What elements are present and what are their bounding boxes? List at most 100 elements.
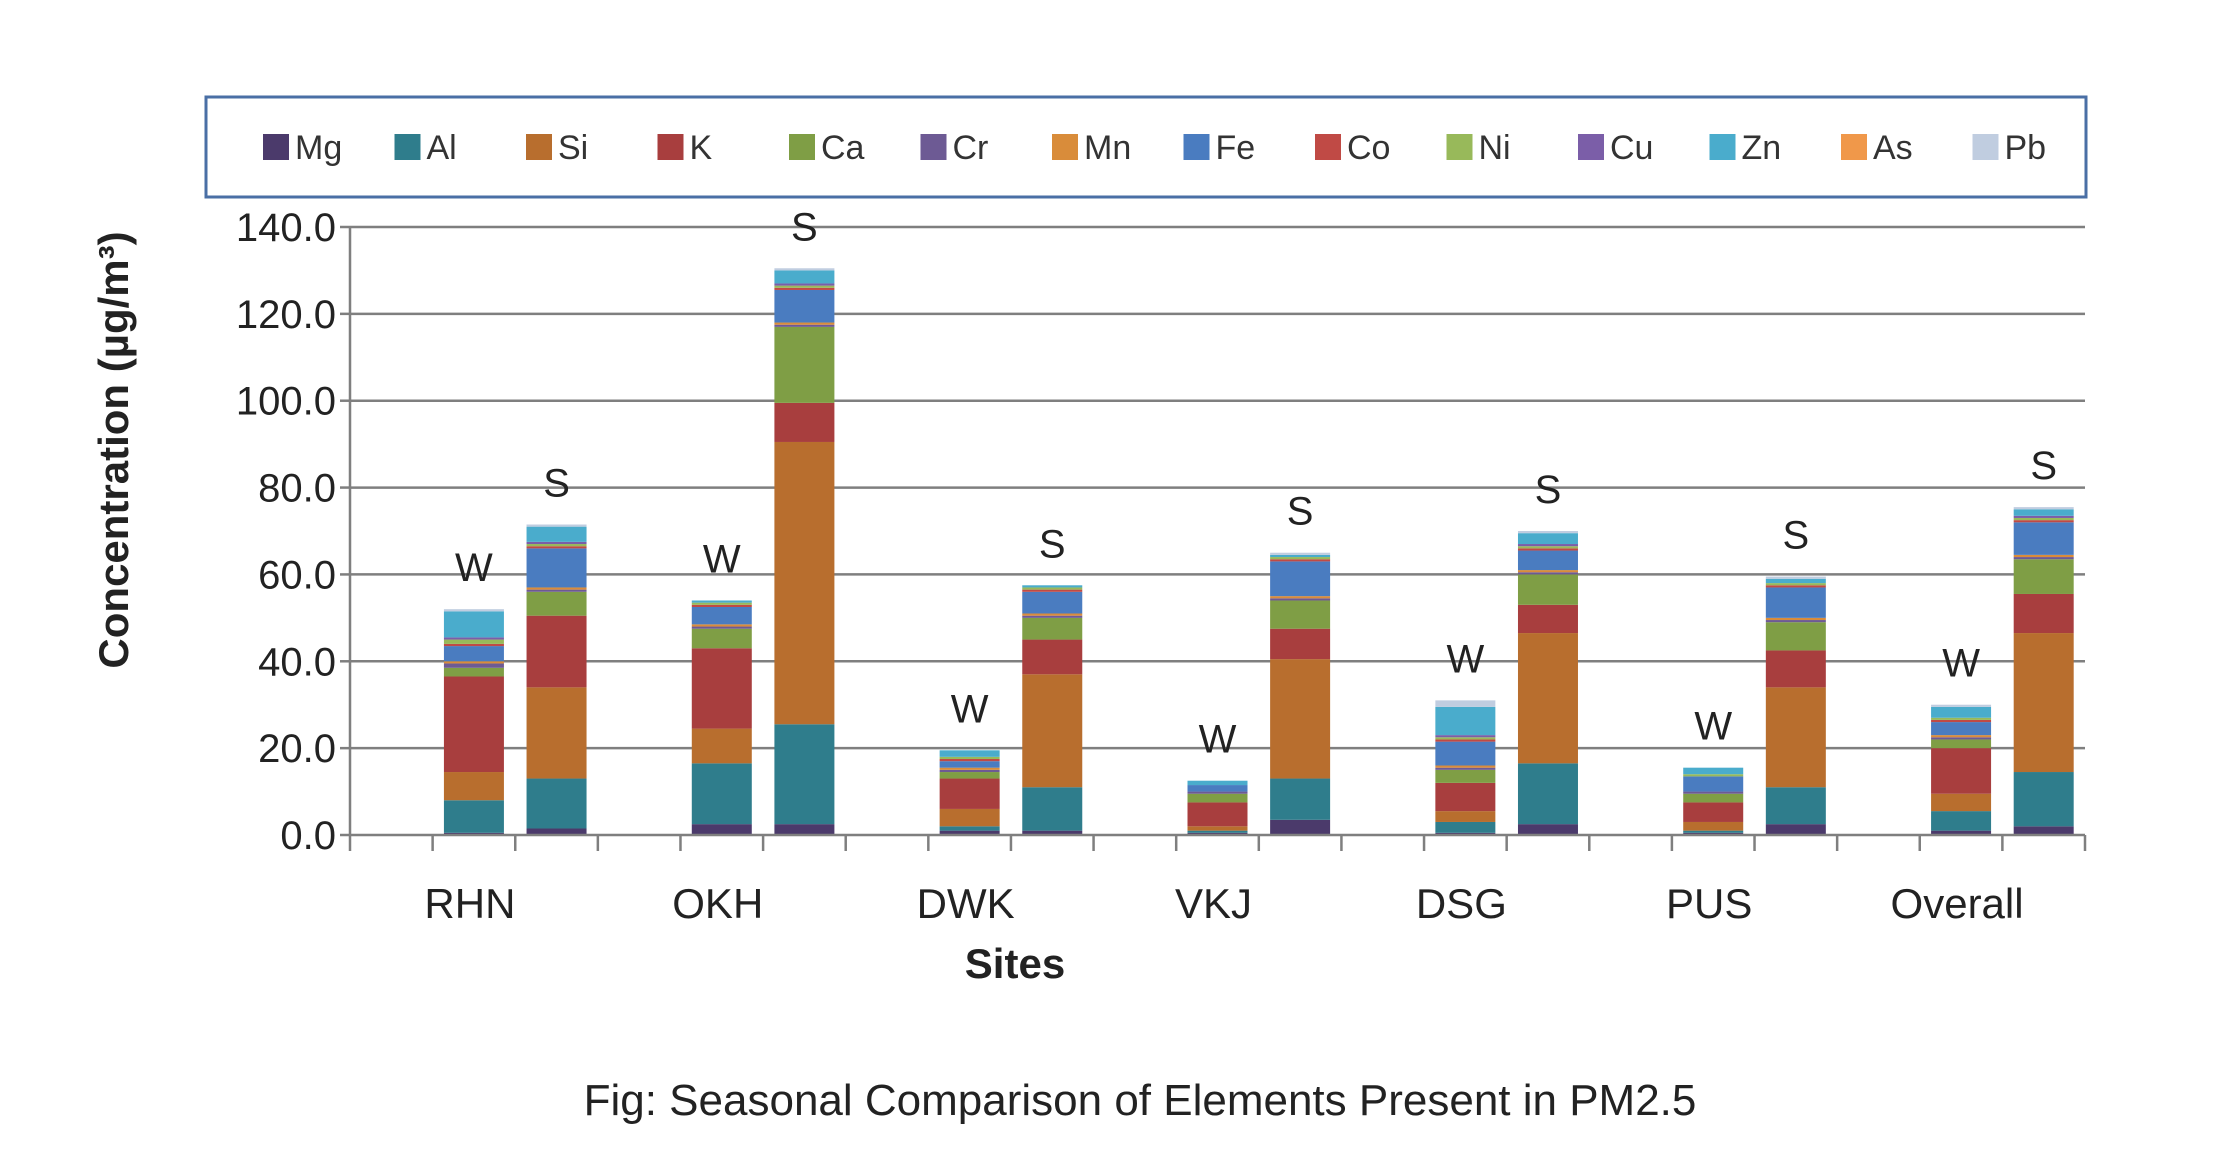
bar-segment-cr xyxy=(1435,767,1496,770)
legend-box xyxy=(204,95,2088,199)
legend-swatch-ni xyxy=(1446,134,1473,160)
bar-segment-zn xyxy=(1931,706,1992,718)
legend-swatch-ca xyxy=(789,134,815,160)
bar-segment-ni xyxy=(1517,546,1578,549)
bar-segment-si xyxy=(691,728,752,764)
legend-label-si: Si xyxy=(558,129,588,167)
bar-segment-mn xyxy=(774,322,835,325)
bar-segment-si xyxy=(443,772,504,801)
bar-segment-cr xyxy=(2013,557,2074,560)
bar-segment-mg xyxy=(1270,819,1331,835)
bar-segment-k xyxy=(2013,593,2074,634)
legend-label-al: Al xyxy=(427,129,457,167)
y-tick-label: 40.0 xyxy=(258,640,336,684)
season-label: S xyxy=(1039,522,1066,566)
bar-segment-al xyxy=(1765,787,1826,825)
legend-swatch-mn xyxy=(1052,134,1078,160)
bar-segment-k xyxy=(526,615,587,688)
bars xyxy=(443,268,2074,835)
season-label: S xyxy=(2030,444,2057,488)
bar-vkj-s xyxy=(1270,552,1331,835)
bar-segment-mn xyxy=(1270,596,1331,599)
bar-rhn-w xyxy=(443,609,504,835)
bar-segment-ca xyxy=(443,667,504,677)
legend-label-k: K xyxy=(690,129,713,167)
bar-segment-co xyxy=(1517,548,1578,551)
bar-segment-mn xyxy=(691,624,752,627)
bar-segment-ni xyxy=(443,639,504,644)
site-label-dsg: DSG xyxy=(1416,880,1507,927)
bar-segment-mn xyxy=(1517,570,1578,573)
bar-segment-pb xyxy=(443,609,504,612)
bar-segment-mn xyxy=(939,767,1000,770)
bar-segment-zn xyxy=(1517,533,1578,545)
y-axis-title: Concentration (µg/m³) xyxy=(90,231,137,668)
season-label: S xyxy=(791,205,818,249)
bar-segment-mg xyxy=(526,828,587,835)
bar-pus-s xyxy=(1765,576,1826,835)
bar-segment-si xyxy=(1270,659,1331,779)
bar-segment-pb xyxy=(1435,700,1496,707)
season-label: W xyxy=(1199,718,1237,762)
site-label-vkj: VKJ xyxy=(1175,880,1252,927)
season-label: W xyxy=(455,546,493,590)
bar-dsg-w xyxy=(1435,700,1496,835)
y-tick-label: 80.0 xyxy=(258,467,336,511)
legend-swatch-as xyxy=(1841,134,1867,160)
bar-segment-al xyxy=(2013,772,2074,827)
bar-segment-ca xyxy=(2013,559,2074,594)
bar-segment-ni xyxy=(1270,557,1331,560)
bar-segment-k xyxy=(691,648,752,729)
bar-segment-zn xyxy=(939,750,1000,757)
bar-segment-pb xyxy=(774,268,835,271)
bar-segment-ni xyxy=(1765,583,1826,586)
bar-segment-mn xyxy=(1435,765,1496,768)
bar-segment-si xyxy=(1683,821,1744,831)
bar-segment-ca xyxy=(1517,574,1578,605)
bar-segment-al xyxy=(443,800,504,833)
legend-label-mn: Mn xyxy=(1084,129,1131,167)
bar-segment-zn xyxy=(1765,578,1826,584)
site-label-pus: PUS xyxy=(1666,880,1752,927)
legend-label-cr: Cr xyxy=(953,129,989,167)
bar-segment-fe xyxy=(939,761,1000,768)
bar-segment-k xyxy=(1517,604,1578,634)
bar-segment-cu xyxy=(443,637,504,640)
bar-segment-co xyxy=(1765,585,1826,588)
bar-dwk-s xyxy=(1022,585,1083,835)
legend-label-pb: Pb xyxy=(2005,129,2047,167)
bar-segment-cu xyxy=(1517,544,1578,547)
bar-segment-k xyxy=(1435,782,1496,812)
axes xyxy=(348,227,2087,851)
bar-segment-ca xyxy=(1765,622,1826,651)
legend-swatch-mg xyxy=(263,134,289,160)
bar-dsg-s xyxy=(1517,531,1578,835)
bar-segment-zn xyxy=(774,270,835,284)
y-tick-label: 100.0 xyxy=(236,380,336,424)
bar-segment-mg xyxy=(1022,830,1083,835)
bar-segment-al xyxy=(1517,763,1578,825)
bar-segment-mn xyxy=(1931,735,1992,738)
bar-segment-k xyxy=(774,402,835,442)
bar-okh-s xyxy=(774,268,835,835)
bar-segment-al xyxy=(1022,787,1083,831)
bar-segment-si xyxy=(2013,633,2074,773)
legend-label-ni: Ni xyxy=(1479,129,1511,167)
bar-segment-pb xyxy=(1765,576,1826,579)
bar-segment-mg xyxy=(1931,830,1992,835)
bar-segment-mg xyxy=(2013,826,2074,835)
bar-segment-mg xyxy=(1765,824,1826,835)
bar-segment-cr xyxy=(1765,620,1826,623)
bar-segment-fe xyxy=(1765,587,1826,618)
bar-segment-k xyxy=(1683,802,1744,822)
season-label: W xyxy=(951,687,989,731)
bar-segment-pb xyxy=(1931,704,1992,707)
site-label-rhn: RHN xyxy=(424,880,515,927)
bar-segment-co xyxy=(443,643,504,647)
legend-swatch-si xyxy=(526,134,552,160)
bar-segment-mg xyxy=(939,830,1000,835)
bar-segment-mn xyxy=(1765,617,1826,621)
bar-segment-ni xyxy=(526,544,587,547)
bar-segment-zn xyxy=(1022,585,1083,588)
